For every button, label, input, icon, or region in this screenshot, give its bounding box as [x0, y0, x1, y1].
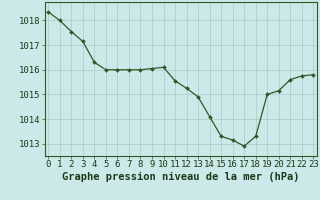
- X-axis label: Graphe pression niveau de la mer (hPa): Graphe pression niveau de la mer (hPa): [62, 172, 300, 182]
